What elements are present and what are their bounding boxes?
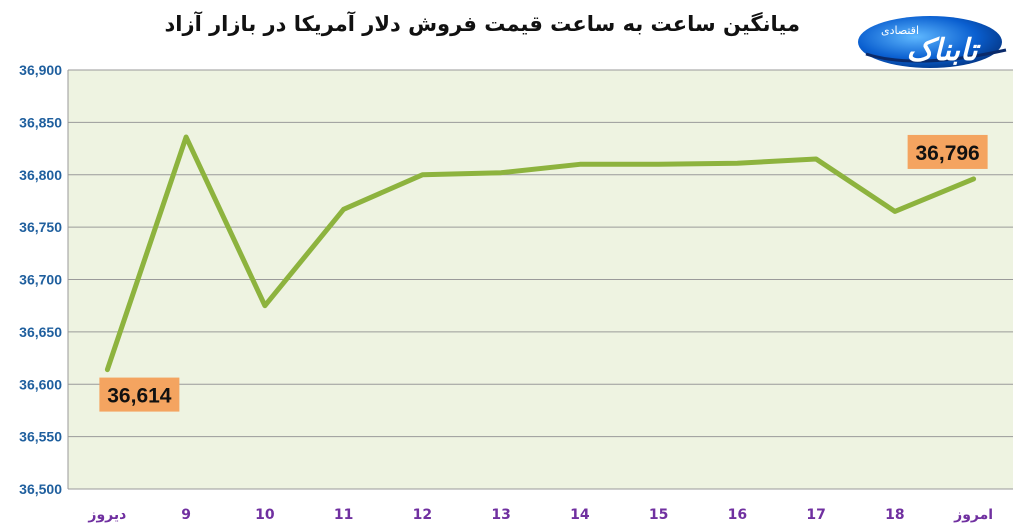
x-tick-label: 15 bbox=[649, 507, 668, 523]
data-label-box bbox=[99, 377, 180, 412]
y-tick-label: 36,650 bbox=[19, 324, 62, 340]
x-tick-label: 17 bbox=[806, 507, 825, 523]
x-tick-label: 9 bbox=[181, 507, 191, 523]
logo-subtext: اقتصادی bbox=[881, 24, 919, 37]
data-label-text: 36,614 bbox=[107, 385, 172, 408]
x-tick-label: دیروز bbox=[87, 507, 126, 523]
x-tick-label: 14 bbox=[570, 507, 590, 523]
y-tick-label: 36,500 bbox=[19, 481, 62, 497]
x-tick-label: 10 bbox=[255, 507, 275, 523]
x-tick-label: 11 bbox=[334, 507, 353, 523]
x-axis-ticks: دیروز 9 10 11 12 13 14 15 16 17 18 امروز bbox=[87, 507, 993, 523]
data-label: 36,796 bbox=[907, 134, 988, 169]
y-tick-label: 36,850 bbox=[19, 114, 62, 130]
x-tick-label: 12 bbox=[413, 507, 432, 523]
y-tick-label: 36,800 bbox=[19, 167, 62, 183]
y-tick-label: 36,750 bbox=[19, 219, 62, 235]
data-label-box bbox=[907, 134, 988, 169]
x-tick-label: 18 bbox=[885, 507, 904, 523]
y-axis-ticks: 36,500 36,550 36,600 36,650 36,700 36,750 36,8… bbox=[19, 62, 62, 497]
data-label-text: 36,796 bbox=[916, 142, 980, 165]
x-tick-label: 13 bbox=[491, 507, 510, 523]
y-tick-label: 36,700 bbox=[19, 272, 62, 288]
tabnak-logo: تابناک اقتصادی bbox=[858, 16, 1007, 68]
x-tick-label: امروز bbox=[953, 507, 993, 523]
y-tick-label: 36,900 bbox=[19, 62, 62, 78]
x-tick-label: 16 bbox=[728, 507, 747, 523]
series-line bbox=[104, 134, 977, 373]
y-tick-label: 36,600 bbox=[19, 376, 62, 392]
y-tick-label: 36,550 bbox=[19, 429, 62, 445]
chart-title: میانگین ساعت به ساعت قیمت فروش دلار آمری… bbox=[164, 12, 801, 36]
data-label: 36,614 bbox=[99, 377, 180, 412]
logo-wordmark: تابناک bbox=[907, 33, 982, 68]
data-labels: 36,614 36,796 bbox=[99, 134, 988, 412]
